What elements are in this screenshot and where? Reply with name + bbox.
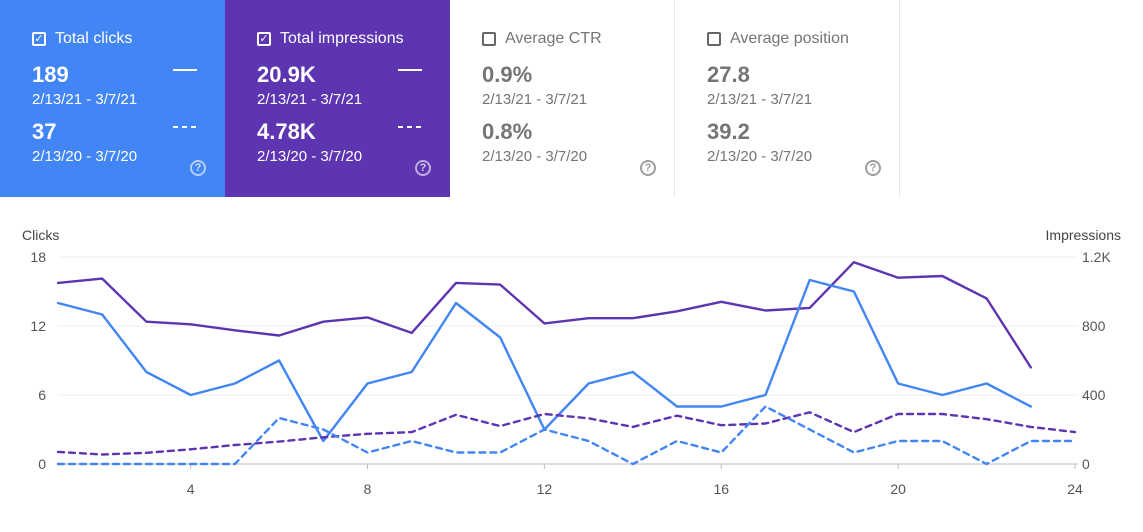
card-title: Total impressions	[280, 30, 404, 47]
solid-line-legend-icon	[173, 69, 197, 71]
card-total-impressions[interactable]: ✓ Total impressions 20.9K 2/13/21 - 3/7/…	[225, 0, 450, 197]
current-value: 27.8	[707, 62, 750, 87]
card-average-position[interactable]: Average position 27.8 2/13/21 - 3/7/21 3…	[675, 0, 900, 197]
current-date-range: 2/13/21 - 3/7/21	[32, 91, 138, 108]
current-value: 189	[32, 62, 69, 87]
previous-value: 37	[32, 119, 57, 144]
card-total-clicks[interactable]: ✓ Total clicks 189 2/13/21 - 3/7/21 37 2…	[0, 0, 225, 197]
card-header[interactable]: ✓ Total impressions	[257, 30, 404, 48]
current-value: 0.9%	[482, 62, 533, 87]
checkbox-icon[interactable]: ✓	[32, 32, 46, 46]
card-average-ctr[interactable]: Average CTR 0.9% 2/13/21 - 3/7/21 0.8% 2…	[450, 0, 675, 197]
y-right-tick-label: 800	[1082, 318, 1106, 334]
metric-cards: ✓ Total clicks 189 2/13/21 - 3/7/21 37 2…	[0, 0, 900, 197]
x-tick-label: 20	[890, 481, 906, 497]
card-title: Average position	[730, 30, 849, 47]
dashed-line-legend-icon	[398, 126, 422, 128]
y-axis-label-left: Clicks	[22, 227, 59, 243]
series-line-2	[56, 278, 1033, 443]
y-left-tick-label: 0	[38, 456, 46, 472]
help-icon[interactable]: ?	[865, 160, 881, 176]
current-date-range: 2/13/21 - 3/7/21	[482, 91, 588, 108]
x-tick-label: 12	[537, 481, 553, 497]
y-left-tick-label: 6	[38, 387, 46, 403]
card-title: Total clicks	[55, 30, 133, 47]
x-axis: 4 8 12 16 20 24	[187, 464, 1083, 497]
series-line-1	[56, 260, 1033, 369]
grid	[58, 256, 1078, 465]
card-title: Average CTR	[505, 30, 602, 47]
series-line-3	[56, 411, 1077, 456]
card-header[interactable]: Average position	[707, 30, 849, 48]
y-right-tick-label: 0	[1082, 456, 1090, 472]
series-lines	[56, 260, 1077, 466]
current-date-range: 2/13/21 - 3/7/21	[257, 91, 363, 108]
y-right-tick-label: 400	[1082, 387, 1106, 403]
x-tick-label: 16	[713, 481, 729, 497]
help-icon[interactable]: ?	[415, 160, 431, 176]
dashed-line-legend-icon	[173, 126, 197, 128]
help-icon[interactable]: ?	[190, 160, 206, 176]
performance-chart: Clicks Impressions 0 6 12 18 0 400 800 1.2K 4 8…	[22, 227, 1121, 497]
y-left-tick-label: 18	[30, 249, 46, 265]
x-tick-label: 8	[364, 481, 372, 497]
checkbox-icon[interactable]	[482, 32, 496, 46]
y-axis-label-right: Impressions	[1046, 227, 1121, 243]
series-line-4	[56, 405, 1077, 466]
checkbox-icon[interactable]	[707, 32, 721, 46]
card-header[interactable]: ✓ Total clicks	[32, 30, 132, 48]
help-icon[interactable]: ?	[640, 160, 656, 176]
y-axis-right: 0 400 800 1.2K	[1082, 249, 1111, 472]
y-left-tick-label: 12	[30, 318, 46, 334]
current-date-range: 2/13/21 - 3/7/21	[707, 91, 813, 108]
y-axis-left: 0 6 12 18	[30, 249, 46, 472]
previous-date-range: 2/13/20 - 3/7/20	[707, 148, 813, 165]
previous-value: 39.2	[707, 119, 750, 144]
solid-line-legend-icon	[398, 69, 422, 71]
previous-date-range: 2/13/20 - 3/7/20	[482, 148, 588, 165]
previous-value: 4.78K	[257, 119, 316, 144]
previous-date-range: 2/13/20 - 3/7/20	[257, 148, 363, 165]
card-header[interactable]: Average CTR	[482, 30, 602, 48]
previous-value: 0.8%	[482, 119, 533, 144]
y-right-tick-label: 1.2K	[1082, 249, 1111, 265]
x-tick-label: 24	[1067, 481, 1083, 497]
x-tick-label: 4	[187, 481, 195, 497]
current-value: 20.9K	[257, 62, 316, 87]
previous-date-range: 2/13/20 - 3/7/20	[32, 148, 138, 165]
checkbox-icon[interactable]: ✓	[257, 32, 271, 46]
